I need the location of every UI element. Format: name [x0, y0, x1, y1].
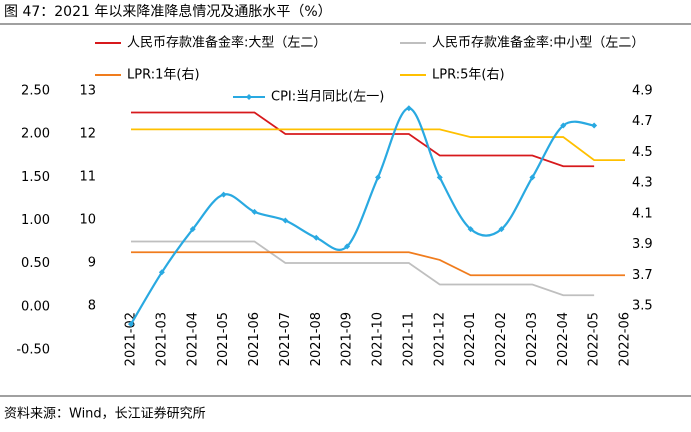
y3-tick-label: 4.5 — [632, 145, 653, 160]
y3-tick-label: 3.5 — [632, 299, 653, 314]
legend-label: 人民币存款准备金率:大型（左二） — [127, 35, 326, 51]
x-tick-label: 2022-04 — [556, 312, 571, 366]
x-tick-label: 2022-03 — [525, 312, 540, 366]
x-tick-label: 2021-12 — [432, 312, 447, 366]
point-marker — [405, 105, 412, 112]
y-tick-label: 2.50 — [21, 84, 50, 99]
x-tick-label: 2021-03 — [154, 312, 169, 366]
point-marker — [375, 174, 381, 181]
legend-label: LPR:1年(右) — [127, 68, 200, 83]
legend-label: LPR:5年(右) — [432, 68, 505, 83]
y3-tick-label: 3.7 — [632, 268, 653, 283]
point-marker — [529, 174, 536, 181]
y-tick-label: 1.50 — [21, 170, 50, 185]
series-line — [131, 251, 625, 277]
x-tick-label: 2022-01 — [463, 312, 478, 366]
x-tick-label: 2021-05 — [216, 312, 231, 366]
legend-marker — [246, 94, 252, 100]
chart-title: 图 47：2021 年以来降准降息情况及通胀水平（%） — [4, 3, 332, 20]
legend-label: CPI:当月同比(左一) — [271, 90, 384, 105]
point-marker — [313, 234, 320, 241]
x-tick-label: 2022-05 — [587, 312, 602, 366]
point-marker — [591, 122, 598, 129]
legend-label: 人民币存款准备金率:中小型（左二） — [432, 35, 644, 51]
x-tick-label: 2021-11 — [401, 312, 416, 366]
point-marker — [128, 321, 134, 328]
y-tick-label: -0.50 — [16, 343, 50, 358]
y2-tick-label: 11 — [79, 170, 96, 185]
y-tick-label: 0.50 — [21, 256, 50, 271]
point-marker — [220, 191, 227, 198]
y-tick-label: 0.00 — [21, 299, 50, 314]
y2-tick-label: 9 — [88, 256, 96, 271]
x-tick-label: 2021-09 — [340, 312, 355, 366]
series-line — [130, 107, 595, 325]
y3-tick-label: 4.3 — [632, 176, 653, 191]
x-tick-label: 2021-04 — [185, 312, 200, 366]
x-tick-label: 2021-07 — [278, 312, 293, 366]
series-line — [131, 240, 595, 297]
point-marker — [467, 226, 474, 233]
x-tick-label: 2022-06 — [618, 312, 633, 366]
y3-tick-label: 4.1 — [632, 206, 653, 221]
point-marker — [282, 217, 289, 224]
point-marker — [344, 243, 351, 250]
x-tick-label: 2021-10 — [371, 312, 386, 366]
y3-tick-label: 3.9 — [632, 237, 653, 252]
x-tick-label: 2021-02 — [124, 312, 139, 366]
y-tick-label: 2.00 — [21, 127, 50, 142]
point-marker — [251, 208, 258, 215]
point-marker — [498, 226, 505, 233]
point-marker — [189, 226, 196, 233]
y2-tick-label: 8 — [88, 299, 96, 314]
series-line — [131, 111, 595, 168]
y2-tick-label: 12 — [79, 127, 96, 142]
x-tick-label: 2021-08 — [309, 312, 324, 366]
y2-tick-label: 10 — [79, 213, 96, 228]
y3-tick-label: 4.7 — [632, 114, 653, 129]
y3-tick-label: 4.9 — [632, 84, 653, 99]
y-tick-label: 1.00 — [21, 213, 50, 228]
point-marker — [560, 122, 567, 129]
point-marker — [436, 174, 443, 181]
point-marker — [158, 269, 165, 276]
y2-tick-label: 13 — [79, 84, 96, 99]
x-tick-label: 2021-06 — [247, 312, 262, 366]
source: 资料来源：Wind，长江证券研究所 — [4, 406, 206, 422]
series-line — [131, 128, 625, 162]
x-tick-label: 2022-02 — [494, 312, 509, 366]
